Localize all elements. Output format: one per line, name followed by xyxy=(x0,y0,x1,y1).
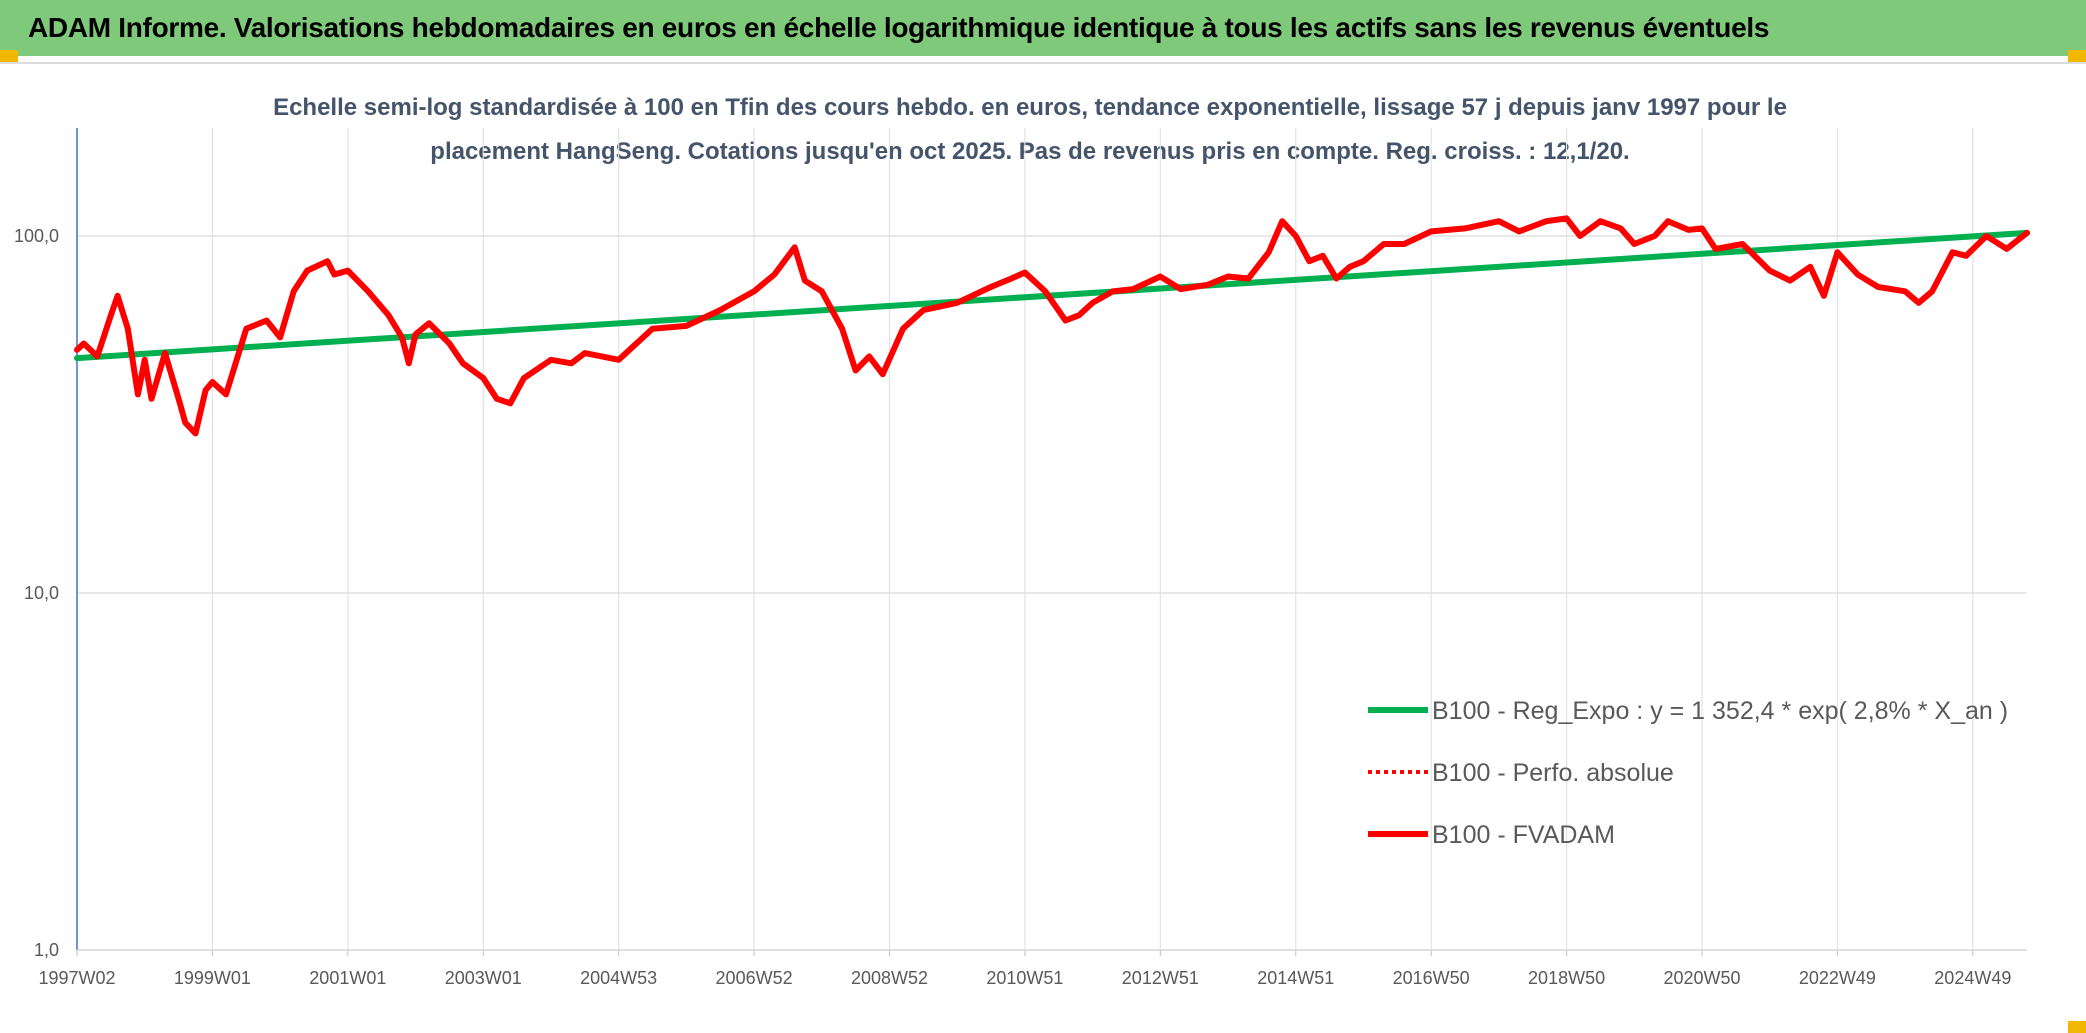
report-title: ADAM Informe. Valorisations hebdomadaire… xyxy=(28,12,1770,43)
x-tick-label: 2024W49 xyxy=(1934,968,2011,988)
y-tick-label: 10,0 xyxy=(24,583,59,603)
chart-area xyxy=(0,62,2086,1033)
legend-label: B100 - Perfo. absolue xyxy=(1432,759,1674,787)
x-tick-label: 2004W53 xyxy=(580,968,657,988)
series xyxy=(74,215,2030,437)
legend-label: B100 - Reg_Expo : y = 1 352,4 * exp( 2,8… xyxy=(1432,697,2008,725)
corner-marker-right xyxy=(2068,50,2086,62)
chart-subtitle: Echelle semi-log standardisée à 100 en T… xyxy=(200,86,1860,174)
axes: 1,0 10,0 100,0 1997W02 1999W01 2001W01 2003W01… xyxy=(14,128,2027,988)
x-tick-label: 2020W50 xyxy=(1663,968,1740,988)
legend-label: B100 - FVADAM xyxy=(1432,821,1615,849)
x-tick-label: 2018W50 xyxy=(1528,968,1605,988)
corner-marker-left xyxy=(0,50,18,62)
x-tick-label: 2001W01 xyxy=(309,968,386,988)
y-tick-label: 100,0 xyxy=(14,226,59,246)
fvadam-line xyxy=(74,215,2030,437)
x-tick-label: 2014W51 xyxy=(1257,968,1334,988)
corner-marker-bottom-right xyxy=(2068,1021,2086,1033)
legend: B100 - Reg_Expo : y = 1 352,4 * exp( 2,8… xyxy=(1368,697,2008,849)
x-tick-label: 2006W52 xyxy=(716,968,793,988)
x-tick-label: 2010W51 xyxy=(986,968,1063,988)
x-tick-label: 1997W02 xyxy=(38,968,115,988)
y-tick-label: 1,0 xyxy=(34,940,59,960)
chart-subtitle-line-1: Echelle semi-log standardisée à 100 en T… xyxy=(273,94,1787,121)
x-tick-label: 2008W52 xyxy=(851,968,928,988)
chart-subtitle-line-2: placement HangSeng. Cotations jusqu'en o… xyxy=(430,138,1630,165)
x-tick-label: 2012W51 xyxy=(1122,968,1199,988)
x-tick-label: 1999W01 xyxy=(174,968,251,988)
x-tick-label: 2016W50 xyxy=(1393,968,1470,988)
report-banner: ADAM Informe. Valorisations hebdomadaire… xyxy=(0,0,2086,56)
x-tick-label: 2022W49 xyxy=(1799,968,1876,988)
x-tick-label: 2003W01 xyxy=(445,968,522,988)
